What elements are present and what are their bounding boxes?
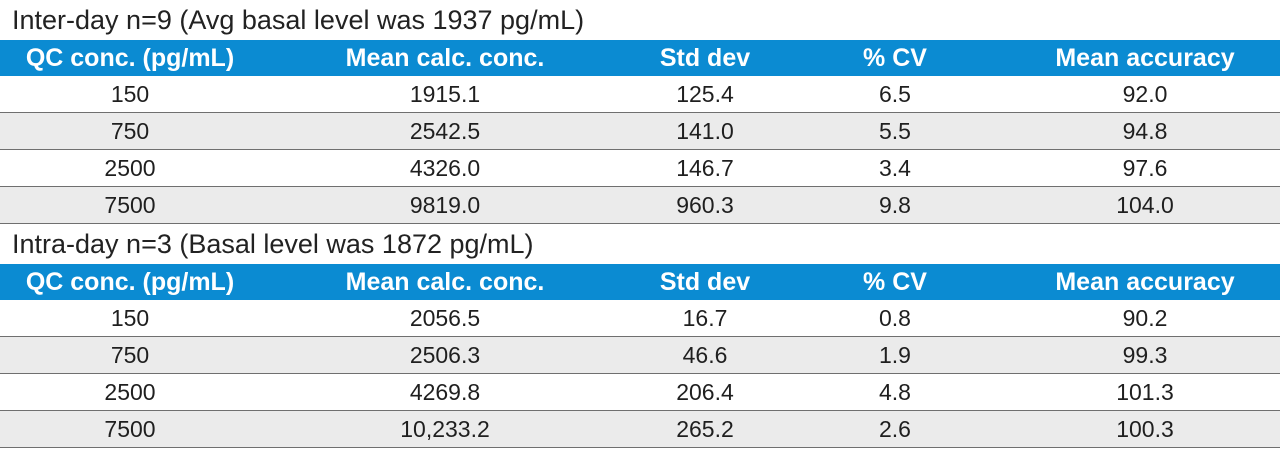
col-header-mean-calc-conc: Mean calc. conc. xyxy=(260,40,630,76)
col-header-qc-conc: QC conc. (pg/mL) xyxy=(0,40,260,76)
cell-mean-accuracy: 94.8 xyxy=(1010,112,1280,150)
table-row: 2500 4269.8 206.4 4.8 101.3 xyxy=(0,373,1280,411)
cell-mean-accuracy: 90.2 xyxy=(1010,300,1280,337)
cell-std-dev: 141.0 xyxy=(630,112,780,150)
table-row: 7500 10,233.2 265.2 2.6 100.3 xyxy=(0,410,1280,448)
cell-cv: 5.5 xyxy=(780,112,1010,150)
cell-cv: 9.8 xyxy=(780,186,1010,224)
table-intra-day: QC conc. (pg/mL) Mean calc. conc. Std de… xyxy=(0,264,1280,448)
col-header-mean-accuracy: Mean accuracy xyxy=(1010,264,1280,300)
cell-mean-calc-conc: 2056.5 xyxy=(260,300,630,337)
cell-qc-conc: 150 xyxy=(0,300,260,337)
cell-cv: 2.6 xyxy=(780,410,1010,448)
table-row: 150 1915.1 125.4 6.5 92.0 xyxy=(0,76,1280,113)
cell-std-dev: 16.7 xyxy=(630,300,780,337)
table-row: 150 2056.5 16.7 0.8 90.2 xyxy=(0,300,1280,337)
cell-std-dev: 125.4 xyxy=(630,76,780,113)
section-title-inter-day: Inter-day n=9 (Avg basal level was 1937 … xyxy=(12,5,585,35)
table-inter-day: QC conc. (pg/mL) Mean calc. conc. Std de… xyxy=(0,40,1280,224)
col-header-mean-accuracy: Mean accuracy xyxy=(1010,40,1280,76)
table-row: 750 2506.3 46.6 1.9 99.3 xyxy=(0,336,1280,374)
table-row: 750 2542.5 141.0 5.5 94.8 xyxy=(0,112,1280,150)
col-header-std-dev: Std dev xyxy=(630,40,780,76)
col-header-qc-conc: QC conc. (pg/mL) xyxy=(0,264,260,300)
cell-mean-calc-conc: 10,233.2 xyxy=(260,410,630,448)
cell-std-dev: 960.3 xyxy=(630,186,780,224)
cell-mean-calc-conc: 4326.0 xyxy=(260,149,630,187)
col-header-mean-calc-conc: Mean calc. conc. xyxy=(260,264,630,300)
cell-mean-accuracy: 100.3 xyxy=(1010,410,1280,448)
cell-cv: 0.8 xyxy=(780,300,1010,337)
cell-std-dev: 146.7 xyxy=(630,149,780,187)
cell-cv: 3.4 xyxy=(780,149,1010,187)
cell-mean-calc-conc: 2506.3 xyxy=(260,336,630,374)
table-row: 7500 9819.0 960.3 9.8 104.0 xyxy=(0,186,1280,224)
col-header-cv: % CV xyxy=(780,264,1010,300)
cell-mean-accuracy: 104.0 xyxy=(1010,186,1280,224)
cell-std-dev: 206.4 xyxy=(630,373,780,411)
cell-mean-calc-conc: 2542.5 xyxy=(260,112,630,150)
cell-qc-conc: 150 xyxy=(0,76,260,113)
cell-std-dev: 265.2 xyxy=(630,410,780,448)
cell-qc-conc: 2500 xyxy=(0,149,260,187)
col-header-cv: % CV xyxy=(780,40,1010,76)
cell-qc-conc: 2500 xyxy=(0,373,260,411)
cell-qc-conc: 7500 xyxy=(0,410,260,448)
cell-mean-accuracy: 97.6 xyxy=(1010,149,1280,187)
cell-cv: 6.5 xyxy=(780,76,1010,113)
cell-mean-accuracy: 101.3 xyxy=(1010,373,1280,411)
cell-mean-accuracy: 92.0 xyxy=(1010,76,1280,113)
cell-mean-calc-conc: 9819.0 xyxy=(260,186,630,224)
table-row: 2500 4326.0 146.7 3.4 97.6 xyxy=(0,149,1280,187)
cell-cv: 1.9 xyxy=(780,336,1010,374)
header-row: QC conc. (pg/mL) Mean calc. conc. Std de… xyxy=(0,264,1280,300)
cell-std-dev: 46.6 xyxy=(630,336,780,374)
cell-mean-accuracy: 99.3 xyxy=(1010,336,1280,374)
cell-cv: 4.8 xyxy=(780,373,1010,411)
cell-qc-conc: 750 xyxy=(0,112,260,150)
cell-mean-calc-conc: 4269.8 xyxy=(260,373,630,411)
cell-mean-calc-conc: 1915.1 xyxy=(260,76,630,113)
header-row: QC conc. (pg/mL) Mean calc. conc. Std de… xyxy=(0,40,1280,76)
section-title-intra-day: Intra-day n=3 (Basal level was 1872 pg/m… xyxy=(12,229,534,259)
cell-qc-conc: 750 xyxy=(0,336,260,374)
col-header-std-dev: Std dev xyxy=(630,264,780,300)
cell-qc-conc: 7500 xyxy=(0,186,260,224)
